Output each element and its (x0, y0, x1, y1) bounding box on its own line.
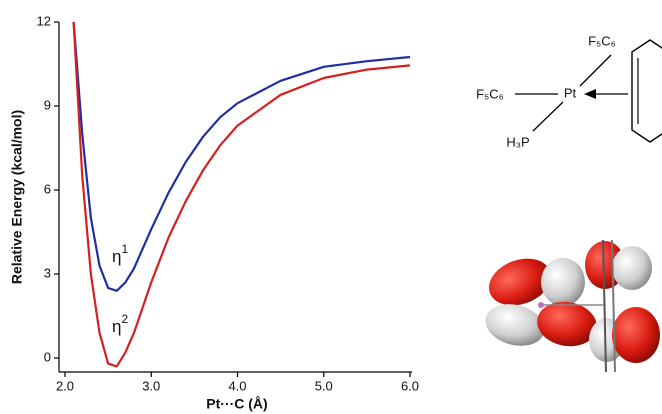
metal-label: Pt (564, 85, 577, 100)
x-tick-label: 2.0 (56, 378, 74, 393)
series-label: η2 (112, 312, 128, 336)
series-label: η1 (112, 242, 128, 266)
x-tick-label: 6.0 (401, 378, 419, 393)
y-tick-label: 6 (44, 181, 51, 196)
series-label-sup: 1 (121, 242, 128, 256)
arrow-head (584, 89, 596, 99)
series-label-text: η (112, 317, 121, 336)
y-tick-label: 9 (44, 97, 51, 112)
x-axis-label: Pt···C (Å) (206, 396, 267, 412)
y-tick-label: 3 (44, 265, 51, 280)
structure: F₅C₆ F₅C₆ Pt H₃P (476, 33, 662, 149)
x-tick-label: 4.0 (228, 378, 246, 393)
figure: 0369122.03.04.05.06.0η1η2 Pt···C (Å) Rel… (0, 0, 662, 414)
y-axis-label: Relative Energy (kcal/mol) (9, 110, 25, 284)
ligand-label: F₅C₆ (588, 33, 616, 48)
bond (580, 55, 611, 86)
ligand-label: H₃P (506, 134, 529, 149)
x-tick-label: 3.0 (142, 378, 160, 393)
orbital (481, 240, 660, 372)
bond (533, 102, 563, 131)
ring (632, 40, 662, 142)
ligand-label: F₅C₆ (476, 86, 504, 101)
series-label-text: η (112, 247, 121, 266)
x-tick-label: 5.0 (315, 378, 333, 393)
y-tick-label: 0 (44, 349, 51, 364)
series-label-sup: 2 (121, 312, 128, 326)
y-tick-label: 12 (37, 13, 51, 28)
